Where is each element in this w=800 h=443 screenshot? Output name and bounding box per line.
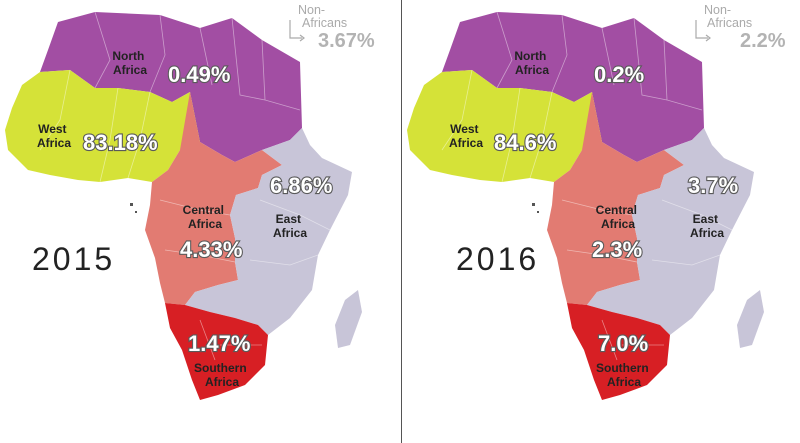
east-africa-label-line1: East <box>276 212 301 226</box>
north-africa-label: North Africa <box>514 49 549 77</box>
west-africa-label-line1: West <box>450 122 478 136</box>
sao-tome-island <box>135 211 137 213</box>
southern-pct-2015: 1.47% <box>188 331 250 356</box>
north-africa-label-line1: North <box>514 49 546 63</box>
east-pct-2016: 3.7% <box>688 173 738 198</box>
north-pct-2015: 0.49% <box>168 62 230 87</box>
southern-africa-label-line2: Africa <box>607 375 641 389</box>
central-africa-label: Central Africa <box>596 203 641 231</box>
region-west <box>407 70 602 182</box>
region-north <box>442 12 704 162</box>
east-africa-label-line1: East <box>693 212 718 226</box>
region-east <box>185 128 352 335</box>
country-borders <box>441 11 733 361</box>
central-africa-label-line1: Central <box>596 203 637 217</box>
central-pct-2016: 2.3% <box>592 237 642 262</box>
southern-africa-label-line1: Southern <box>194 361 247 375</box>
west-africa-label: West Africa <box>449 122 483 150</box>
north-africa-label: North Africa <box>112 49 147 77</box>
west-africa-label-line2: Africa <box>37 136 71 150</box>
west-africa-label-line2: Africa <box>449 136 483 150</box>
madagascar <box>335 290 362 348</box>
map-2015: North Africa 0.49% West Africa 83.18% 6.… <box>5 3 375 400</box>
west-pct-2015: 83.18% <box>83 130 158 155</box>
southern-africa-label-line2: Africa <box>205 375 239 389</box>
region-east <box>587 128 754 335</box>
east-africa-label: East Africa <box>273 212 307 240</box>
region-central <box>547 92 684 305</box>
west-africa-label-line1: West <box>38 122 66 136</box>
east-africa-label-line2: Africa <box>690 226 724 240</box>
region-southern <box>165 303 268 400</box>
north-pct-2016: 0.2% <box>594 62 644 87</box>
east-africa-label: East Africa <box>690 212 724 240</box>
west-pct-2016: 84.6% <box>494 130 556 155</box>
country-borders <box>39 11 331 361</box>
southern-pct-2016: 7.0% <box>598 331 648 356</box>
west-africa-label: West Africa <box>37 122 71 150</box>
madagascar <box>737 290 764 348</box>
year-2015: 2015 <box>32 241 115 277</box>
region-north <box>40 12 302 162</box>
cape-verde-island <box>130 203 133 206</box>
africa-map-2015: North Africa 0.49% West Africa 83.18% 6.… <box>5 3 375 400</box>
africa-map-2016: North Africa 0.2% West Africa 84.6% 3.7%… <box>407 3 786 400</box>
non-africans-pct-2015: 3.67% <box>318 30 375 52</box>
non-africans-label-line2: Africans <box>707 16 752 30</box>
region-southern <box>567 303 670 400</box>
non-africans-label-line1: Non- <box>704 3 731 17</box>
sao-tome-island <box>537 211 539 213</box>
central-africa-label: Central Africa <box>183 203 228 231</box>
non-africans-arrow-icon <box>695 20 708 39</box>
map-2016: North Africa 0.2% West Africa 84.6% 3.7%… <box>402 0 800 443</box>
non-africans-label-line1: Non- <box>298 3 325 17</box>
central-pct-2015: 4.33% <box>180 237 242 262</box>
non-africans-label: Non- Africans <box>298 3 347 30</box>
region-west <box>5 70 200 182</box>
year-2016: 2016 <box>456 241 539 277</box>
east-africa-label-line2: Africa <box>273 226 307 240</box>
southern-africa-label-line1: Southern <box>596 361 649 375</box>
central-africa-label-line2: Africa <box>188 217 222 231</box>
north-africa-label-line2: Africa <box>113 63 147 77</box>
cape-verde-island <box>532 203 535 206</box>
southern-africa-label: Southern Africa <box>194 361 250 389</box>
central-africa-label-line1: Central <box>183 203 224 217</box>
north-africa-label-line1: North <box>112 49 144 63</box>
region-central <box>145 92 282 305</box>
non-africans-label: Non- Africans <box>704 3 752 30</box>
panel-divider <box>401 0 402 443</box>
southern-africa-label: Southern Africa <box>596 361 652 389</box>
non-africans-label-line2: Africans <box>302 16 347 30</box>
central-africa-label-line2: Africa <box>601 217 635 231</box>
east-pct-2015: 6.86% <box>270 173 332 198</box>
north-africa-label-line2: Africa <box>515 63 549 77</box>
non-africans-arrow-icon <box>289 20 302 39</box>
non-africans-pct-2016: 2.2% <box>740 30 786 52</box>
